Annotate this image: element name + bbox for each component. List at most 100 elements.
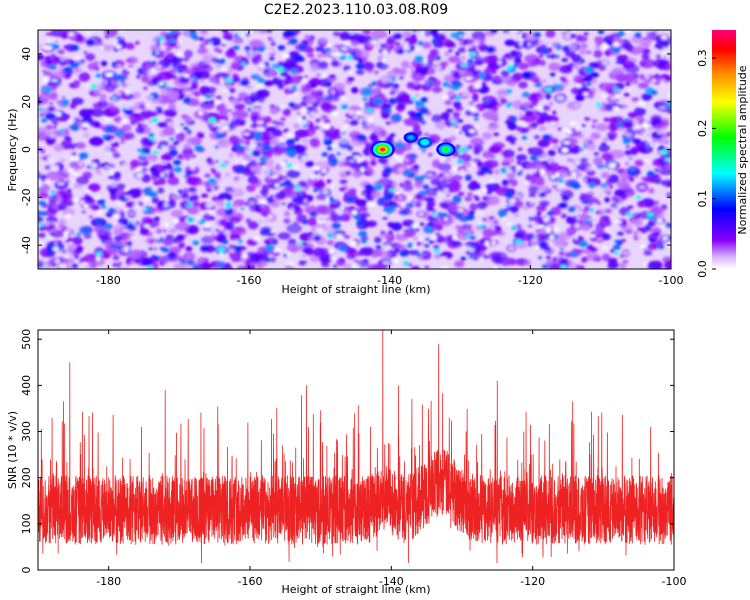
x-tick-label: -180: [96, 274, 121, 287]
spectrogram-cell: [464, 196, 473, 202]
spectrogram-cell: [516, 160, 522, 166]
spectrogram-cell: [205, 86, 217, 93]
spectrogram-cell: [187, 260, 194, 265]
spectrogram-cell: [144, 119, 150, 124]
spectrogram-cell: [339, 97, 348, 100]
spectrogram-cell: [481, 81, 487, 87]
spectrogram-cell: [240, 79, 250, 86]
spectrogram-cell: [539, 87, 546, 92]
spectrogram-cell: [149, 167, 157, 173]
spectrogram-cell: [393, 33, 402, 40]
spectrogram-cell: [66, 168, 74, 172]
spectrogram-cell: [545, 30, 556, 38]
spectrogram-cell: [446, 193, 450, 197]
spectrogram-cell: [433, 244, 440, 250]
spectrogram-cell: [630, 148, 639, 155]
spectrogram-cell: [105, 72, 113, 77]
spectrogram-cell: [319, 38, 329, 44]
spectrogram-cell: [301, 116, 306, 120]
spectrogram-cell: [360, 167, 365, 172]
spectrogram-cell: [298, 187, 306, 191]
spectrogram-cell: [612, 42, 620, 47]
spectrogram-cell: [455, 72, 459, 76]
spectrogram-cell: [151, 151, 160, 155]
spectrogram-cell: [162, 160, 168, 165]
spectrogram-cell: [276, 125, 284, 129]
spectrogram-hotspots: [370, 132, 456, 159]
spectrogram-cell: [298, 180, 307, 187]
spectrogram-cell: [382, 64, 386, 68]
spectrogram-cell: [623, 93, 630, 97]
spectrogram-cell: [546, 44, 552, 47]
spectrogram-cell: [457, 209, 464, 212]
spectrogram-cell: [88, 183, 101, 192]
spectrogram-cell: [62, 35, 66, 39]
spectrogram-cell: [478, 72, 486, 79]
spectrogram-cell: [506, 171, 516, 180]
spectrogram-cell: [462, 161, 471, 169]
spectrogram-cell: [301, 138, 310, 144]
spectrogram-cell: [475, 69, 482, 73]
spectrogram-cell: [220, 163, 227, 168]
spectrogram-cell: [348, 110, 355, 116]
spectrogram-cell: [285, 163, 293, 167]
spectrogram-cell: [300, 109, 308, 113]
spectrogram-cell: [553, 82, 563, 90]
spectrogram-cell: [323, 93, 330, 98]
spectrogram-cell: [218, 120, 227, 123]
spectrogram-cell: [169, 149, 178, 156]
spectrogram-cell: [623, 132, 632, 138]
spectrogram-cell: [112, 263, 118, 267]
spectrogram-cell: [125, 260, 131, 265]
spectrogram-cell: [105, 146, 110, 151]
spectrogram-cell: [570, 144, 575, 148]
spectrogram-cell: [104, 165, 111, 170]
spectrogram-cell: [202, 53, 215, 63]
spectrogram-cell: [168, 228, 177, 234]
spectrogram-cell: [261, 227, 271, 234]
spectrogram-cell: [38, 96, 41, 100]
spectrogram-cell: [122, 229, 129, 233]
spectrogram-cell: [213, 230, 218, 236]
spectrogram-cell: [467, 44, 473, 49]
spectrogram-cell: [286, 243, 302, 253]
spectrogram-cell: [562, 46, 570, 52]
colorbar-tick-label: 0.2: [696, 120, 709, 138]
spectrogram-cell: [478, 224, 484, 229]
spectrogram-cell: [208, 39, 213, 43]
spectrogram-cell: [121, 68, 130, 76]
spectrogram-cell: [58, 218, 67, 227]
spectrogram-cell: [143, 127, 151, 133]
spectrogram-cell: [539, 184, 549, 192]
spectrogram-cell: [83, 233, 92, 239]
spectrogram-cell: [441, 94, 450, 99]
spectrogram-cell: [431, 159, 441, 169]
spectrogram-cell: [266, 169, 271, 176]
spectrogram-cell: [240, 160, 249, 164]
spectrogram-cell: [628, 167, 636, 173]
spectrogram-cell: [232, 176, 239, 182]
spectrogram-cell: [635, 125, 642, 129]
spectrogram-cell: [215, 95, 222, 101]
spectrogram-cell: [420, 191, 426, 195]
spectrogram-cell: [45, 38, 52, 41]
spectrogram-cell: [450, 180, 461, 188]
spectrogram-cell: [537, 139, 550, 148]
spectrogram-cell: [491, 251, 508, 261]
spectrogram-cell: [214, 160, 219, 163]
spectrogram-cell: [325, 196, 330, 202]
spectrogram-cell: [125, 246, 129, 252]
spectrogram-cell: [478, 43, 488, 52]
spectrogram-cell: [502, 217, 507, 221]
spectrogram-cell: [253, 108, 261, 113]
spectrogram-cell: [480, 166, 490, 173]
spectrogram-cell: [210, 216, 216, 221]
spectrogram-cell: [407, 127, 412, 130]
spectrogram-cell: [206, 188, 212, 193]
spectrogram-cell: [269, 203, 274, 207]
spectrogram-cell: [380, 232, 391, 239]
spectrogram-cell: [465, 110, 473, 116]
spectrogram-cell: [352, 172, 362, 178]
spectrogram-cells: [38, 30, 671, 269]
